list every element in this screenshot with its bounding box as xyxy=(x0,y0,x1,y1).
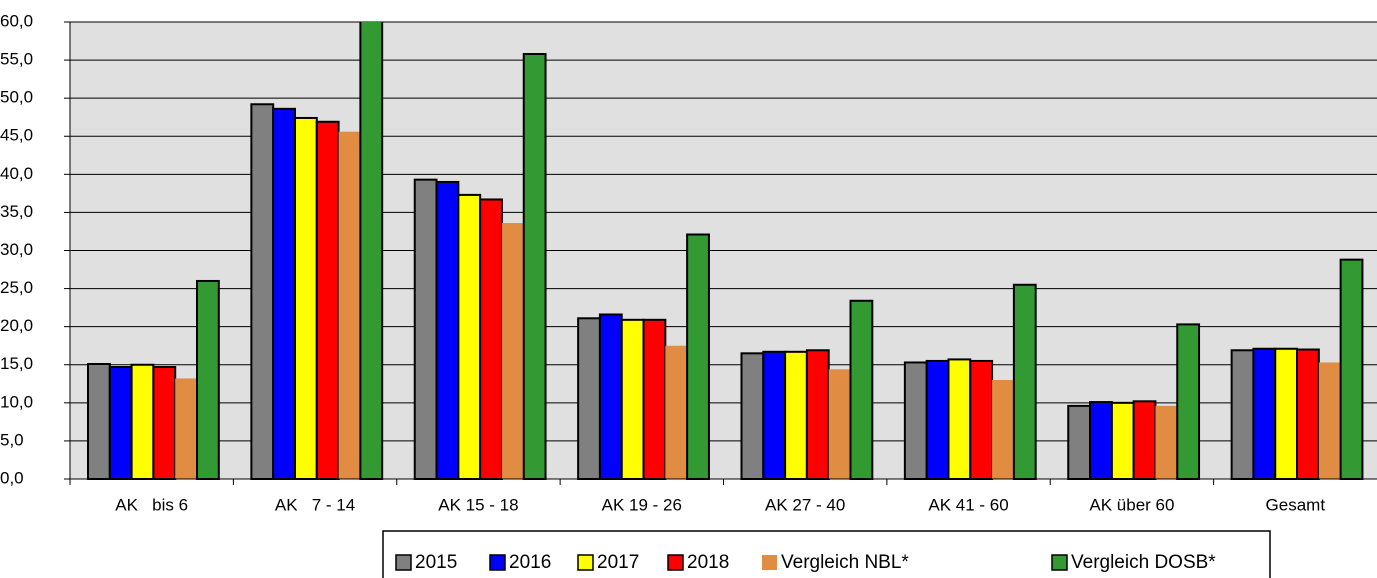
bar xyxy=(413,178,438,480)
bar xyxy=(1067,404,1092,481)
bar xyxy=(359,22,384,481)
bar xyxy=(479,198,503,481)
y-tick-label: 50,0 xyxy=(0,88,33,107)
y-tick-label: 45,0 xyxy=(0,126,33,145)
x-tick-label: AK 15 - 18 xyxy=(438,495,518,514)
bar xyxy=(598,313,623,481)
legend-label: 2015 xyxy=(415,552,457,573)
legend-label: 2018 xyxy=(687,552,729,573)
x-tick-label: Gesamt xyxy=(1266,495,1326,514)
bar xyxy=(784,350,808,480)
bar xyxy=(1012,283,1037,480)
legend xyxy=(382,530,1271,578)
bar xyxy=(152,366,177,480)
y-tick-label: 5,0 xyxy=(0,430,24,449)
x-tick-label: AK 41 - 60 xyxy=(928,495,1008,514)
bar xyxy=(947,358,972,480)
bar xyxy=(272,107,296,481)
bar xyxy=(293,116,318,480)
bar xyxy=(762,350,787,480)
bar xyxy=(849,299,874,480)
bar xyxy=(1089,401,1113,480)
legend-label: Vergleich DOSB* xyxy=(1071,552,1216,573)
legend-label: Vergleich NBL* xyxy=(781,552,909,573)
bar xyxy=(903,361,928,480)
bar xyxy=(642,318,667,481)
legend-swatch xyxy=(1051,554,1068,571)
bar xyxy=(196,279,220,481)
bar xyxy=(250,103,275,480)
y-tick-label: 55,0 xyxy=(0,50,33,69)
y-tick-label: 10,0 xyxy=(0,392,33,411)
bar xyxy=(686,233,710,480)
bar xyxy=(665,345,688,479)
bar xyxy=(1155,405,1178,479)
x-tick-label: AK über 60 xyxy=(1089,495,1174,514)
legend-swatch xyxy=(395,554,412,571)
legend-swatch xyxy=(489,554,506,571)
bar xyxy=(969,359,994,481)
bar xyxy=(620,318,645,481)
bar xyxy=(87,362,111,481)
bar xyxy=(1318,362,1341,479)
bar xyxy=(1176,323,1201,480)
y-tick-label: 25,0 xyxy=(0,278,33,297)
legend-label: 2017 xyxy=(597,552,639,573)
bar xyxy=(1274,347,1299,480)
bar xyxy=(577,317,601,480)
bar xyxy=(315,120,340,481)
bar xyxy=(1296,348,1320,480)
y-tick-label: 15,0 xyxy=(0,354,33,373)
bar xyxy=(501,223,524,479)
bar xyxy=(1339,258,1364,481)
x-tick-label: AK bis 6 xyxy=(115,495,188,514)
bar xyxy=(992,379,1014,479)
x-tick-label: AK 27 - 40 xyxy=(765,495,845,514)
x-tick-label: AK 7 - 14 xyxy=(275,495,355,514)
y-tick-label: 0,0 xyxy=(0,468,24,487)
legend-swatch xyxy=(762,555,777,570)
bar xyxy=(130,363,155,480)
bar xyxy=(925,359,950,481)
bar xyxy=(175,378,197,479)
y-tick-label: 35,0 xyxy=(0,202,33,221)
bar xyxy=(522,52,547,481)
legend-swatch xyxy=(667,554,684,571)
legend-swatch xyxy=(577,554,594,571)
bar xyxy=(828,369,851,479)
y-tick-label: 30,0 xyxy=(0,240,33,259)
legend-label: 2016 xyxy=(509,552,551,573)
bar xyxy=(338,131,361,479)
bar xyxy=(805,349,830,480)
bar xyxy=(1110,401,1135,481)
bar xyxy=(435,180,460,480)
bar xyxy=(740,352,765,481)
bar xyxy=(108,366,133,480)
y-tick-label: 40,0 xyxy=(0,164,33,183)
y-tick-label: 60,0 xyxy=(0,11,33,30)
bar xyxy=(1132,400,1157,480)
bar xyxy=(1230,349,1255,480)
x-tick-label: AK 19 - 26 xyxy=(602,495,682,514)
bar xyxy=(457,193,482,480)
y-tick-label: 20,0 xyxy=(0,316,33,335)
bar xyxy=(1252,347,1277,480)
